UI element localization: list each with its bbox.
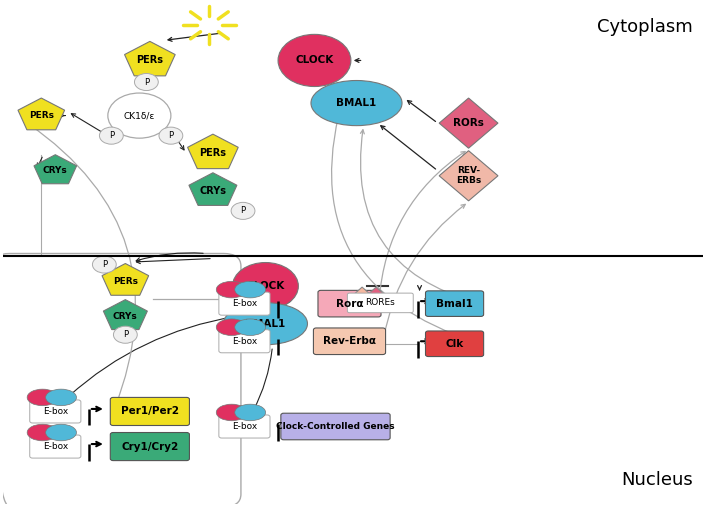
Ellipse shape: [216, 281, 247, 298]
FancyBboxPatch shape: [30, 435, 81, 458]
Ellipse shape: [223, 303, 308, 345]
FancyBboxPatch shape: [219, 292, 270, 315]
Text: CRYs: CRYs: [113, 312, 138, 321]
FancyBboxPatch shape: [281, 413, 390, 440]
Polygon shape: [439, 98, 498, 148]
FancyBboxPatch shape: [110, 397, 189, 425]
Text: CLOCK: CLOCK: [295, 55, 334, 65]
Text: Per1/Per2: Per1/Per2: [121, 407, 179, 416]
Text: Clk: Clk: [445, 339, 464, 349]
Text: BMAL1: BMAL1: [245, 319, 285, 329]
Text: PERs: PERs: [29, 111, 54, 120]
Ellipse shape: [216, 404, 247, 421]
Text: P: P: [109, 131, 114, 140]
Polygon shape: [368, 287, 385, 302]
Text: CK1δ/ε: CK1δ/ε: [124, 111, 155, 120]
Ellipse shape: [46, 424, 76, 441]
FancyBboxPatch shape: [426, 291, 484, 316]
Circle shape: [159, 127, 183, 144]
FancyBboxPatch shape: [30, 400, 81, 423]
Text: PERs: PERs: [136, 55, 163, 65]
Polygon shape: [188, 134, 238, 169]
Text: CRYs: CRYs: [199, 186, 227, 196]
Text: CRYs: CRYs: [43, 166, 68, 175]
Text: PERs: PERs: [113, 277, 138, 285]
Ellipse shape: [235, 319, 265, 336]
FancyBboxPatch shape: [347, 293, 413, 313]
Circle shape: [278, 34, 351, 87]
Circle shape: [92, 256, 116, 273]
FancyBboxPatch shape: [313, 328, 385, 354]
Circle shape: [134, 74, 158, 91]
Text: PERs: PERs: [199, 148, 227, 158]
Text: P: P: [102, 260, 107, 269]
Ellipse shape: [46, 389, 76, 406]
Text: P: P: [123, 330, 128, 339]
Text: E-box: E-box: [232, 422, 257, 431]
Text: P: P: [168, 131, 174, 140]
Polygon shape: [124, 42, 175, 76]
Polygon shape: [189, 173, 237, 205]
Polygon shape: [102, 264, 149, 295]
Text: REV-
ERBs: REV- ERBs: [456, 166, 481, 186]
Text: E-box: E-box: [42, 407, 68, 416]
Ellipse shape: [27, 389, 58, 406]
FancyBboxPatch shape: [110, 432, 189, 460]
Circle shape: [232, 263, 299, 310]
Ellipse shape: [311, 81, 402, 126]
Text: RORs: RORs: [453, 118, 484, 128]
Polygon shape: [18, 98, 65, 130]
FancyBboxPatch shape: [426, 331, 484, 356]
Text: BMAL1: BMAL1: [336, 98, 376, 108]
Text: Cry1/Cry2: Cry1/Cry2: [121, 442, 179, 452]
Circle shape: [114, 326, 137, 343]
Ellipse shape: [27, 424, 58, 441]
Polygon shape: [354, 287, 371, 302]
Ellipse shape: [216, 319, 247, 336]
Polygon shape: [103, 300, 148, 330]
Text: E-box: E-box: [232, 299, 257, 308]
Text: P: P: [241, 206, 246, 215]
Text: Cytoplasm: Cytoplasm: [597, 18, 693, 36]
Text: Rorα: Rorα: [336, 299, 364, 309]
Ellipse shape: [235, 404, 265, 421]
Text: Rev-Erbα: Rev-Erbα: [323, 336, 376, 346]
Text: E-box: E-box: [42, 442, 68, 451]
Circle shape: [108, 93, 171, 138]
Text: ROREs: ROREs: [366, 299, 395, 307]
Text: Clock-Controlled Genes: Clock-Controlled Genes: [276, 422, 395, 431]
Polygon shape: [34, 155, 77, 184]
Text: Bmal1: Bmal1: [436, 299, 473, 309]
FancyBboxPatch shape: [219, 415, 270, 438]
Circle shape: [100, 127, 124, 144]
Ellipse shape: [235, 281, 265, 298]
Circle shape: [231, 202, 255, 220]
FancyBboxPatch shape: [219, 330, 270, 353]
Text: Nucleus: Nucleus: [621, 471, 693, 489]
Text: CLOCK: CLOCK: [246, 281, 285, 291]
Polygon shape: [439, 151, 498, 201]
Text: E-box: E-box: [232, 337, 257, 346]
FancyBboxPatch shape: [318, 291, 381, 317]
Text: P: P: [144, 78, 149, 87]
